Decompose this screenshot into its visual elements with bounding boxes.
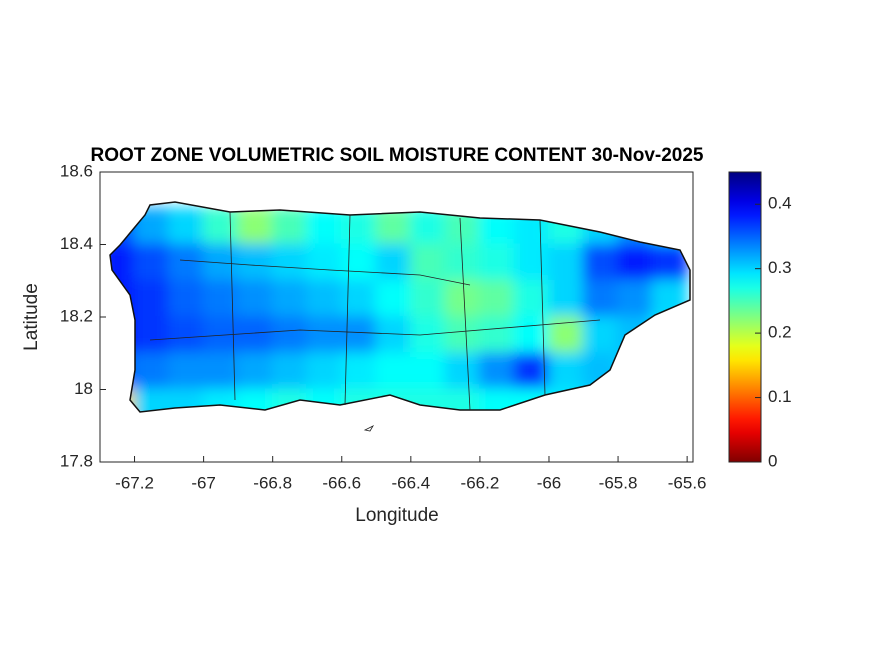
- moisture-cell: [168, 243, 205, 282]
- moisture-cell: [168, 316, 205, 355]
- moisture-cell: [340, 279, 378, 318]
- moisture-cell: [168, 207, 205, 246]
- moisture-cell: [271, 279, 309, 318]
- moisture-cell: [444, 316, 481, 355]
- moisture-cell: [375, 316, 412, 355]
- moisture-cell: [306, 316, 343, 355]
- moisture-cell: [340, 352, 378, 391]
- moisture-cell: [478, 243, 516, 282]
- x-axis-label: Longitude: [355, 505, 438, 526]
- moisture-cell: [478, 352, 516, 391]
- moisture-cell: [582, 279, 620, 318]
- moisture-cell: [582, 316, 620, 355]
- moisture-cell: [271, 316, 309, 355]
- moisture-cell: [513, 316, 550, 355]
- x-tick-label: -65.6: [668, 473, 707, 492]
- colorbar-tick-label: 0.1: [768, 387, 792, 406]
- x-tick-label: -65.8: [599, 473, 638, 492]
- x-tick-label: -67.2: [115, 473, 154, 492]
- moisture-cell: [133, 316, 171, 355]
- moisture-cell: [271, 243, 309, 282]
- moisture-cell: [237, 316, 274, 355]
- moisture-cell: [582, 243, 620, 282]
- y-tick-label: 18.6: [60, 161, 93, 180]
- moisture-cell: [375, 352, 412, 391]
- moisture-cell: [237, 352, 274, 391]
- moisture-cell: [409, 352, 447, 391]
- moisture-cell: [168, 279, 205, 318]
- moisture-cell: [306, 352, 343, 391]
- moisture-cell: [375, 243, 412, 282]
- moisture-cell: [168, 352, 205, 391]
- moisture-cell: [133, 243, 171, 282]
- moisture-cell: [237, 243, 274, 282]
- moisture-cell: [306, 243, 343, 282]
- moisture-cell: [547, 316, 585, 355]
- moisture-cell: [133, 388, 171, 412]
- moisture-cell: [513, 243, 550, 282]
- colorbar-tick-label: 0.2: [768, 323, 792, 342]
- moisture-cell: [478, 316, 516, 355]
- moisture-cell: [444, 279, 481, 318]
- moisture-cell: [306, 279, 343, 318]
- x-tick-label: -66.8: [253, 473, 292, 492]
- moisture-cell: [478, 279, 516, 318]
- moisture-cell: [513, 279, 550, 318]
- moisture-cell: [444, 388, 481, 412]
- y-tick-label: 18: [74, 379, 93, 398]
- moisture-cell: [547, 243, 585, 282]
- moisture-cell: [340, 243, 378, 282]
- moisture-cell: [133, 279, 171, 318]
- x-tick-label: -66: [537, 473, 562, 492]
- moisture-cell: [202, 279, 240, 318]
- coastline: [109, 201, 691, 413]
- moisture-cell: [133, 352, 171, 391]
- moisture-cell: [617, 243, 654, 282]
- colorbar-tick-label: 0: [768, 451, 777, 470]
- chart-title: ROOT ZONE VOLUMETRIC SOIL MOISTURE CONTE…: [91, 145, 704, 166]
- moisture-cell: [617, 279, 654, 318]
- x-tick-label: -67: [191, 473, 216, 492]
- moisture-cell: [202, 207, 240, 246]
- moisture-cell: [478, 388, 516, 412]
- y-tick-label: 18.4: [60, 234, 93, 253]
- colorbar-tick-label: 0.4: [768, 194, 792, 213]
- moisture-cell: [237, 207, 274, 246]
- moisture-cell: [237, 388, 274, 412]
- y-axis-label: Latitude: [21, 283, 42, 351]
- x-tick-label: -66.4: [391, 473, 430, 492]
- moisture-cell: [409, 279, 447, 318]
- y-tick-label: 17.8: [60, 451, 93, 470]
- moisture-cell: [547, 279, 585, 318]
- moisture-cell: [202, 352, 240, 391]
- moisture-cell: [237, 279, 274, 318]
- moisture-cell: [409, 243, 447, 282]
- x-tick-label: -66.2: [461, 473, 500, 492]
- x-tick-label: -66.6: [322, 473, 361, 492]
- moisture-cell: [271, 352, 309, 391]
- colorbar: [728, 171, 762, 463]
- moisture-cell: [547, 352, 585, 391]
- municipal-boundaries: [149, 211, 601, 432]
- y-tick-label: 18.2: [60, 306, 93, 325]
- moisture-cell: [375, 279, 412, 318]
- moisture-cell: [271, 207, 309, 246]
- moisture-cell: [444, 352, 481, 391]
- colorbar-tick-label: 0.3: [768, 258, 792, 277]
